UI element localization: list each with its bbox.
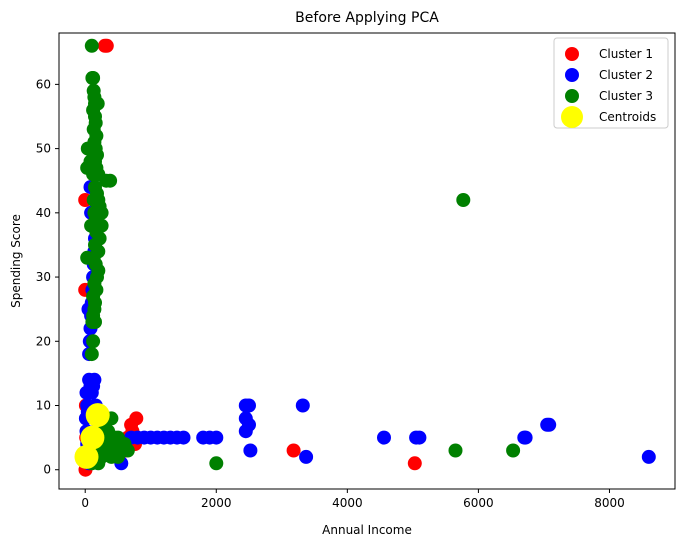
point-cluster-3-73 [506,443,521,458]
legend-label-centroids: Centroids [599,110,656,124]
point-cluster-2-65 [518,430,533,445]
point-cluster-3-2 [86,71,101,85]
point-centroids-0 [85,403,110,428]
x-tick-label: 0 [81,496,89,510]
point-cluster-1-13 [286,443,301,458]
point-centroids-1 [80,425,105,450]
point-cluster-2-60 [299,449,314,464]
legend-marker-cluster-1 [565,47,579,61]
legend-label-cluster-2: Cluster 2 [599,68,653,82]
point-cluster-2-52 [209,430,224,445]
y-tick-label: 40 [36,206,51,220]
point-cluster-2-67 [542,417,557,432]
point-centroids-2 [74,444,99,469]
point-cluster-2-59 [295,398,310,413]
point-cluster-3-23 [103,173,118,188]
point-cluster-2-63 [412,430,427,445]
point-cluster-3-54 [456,193,471,207]
x-axis: 0 2000 4000 6000 8000 [81,489,625,510]
point-cluster-2-49 [176,430,191,445]
x-tick-label: 4000 [332,496,363,510]
point-cluster-2-57 [238,424,253,439]
point-cluster-3-51 [85,315,100,329]
point-cluster-3-76 [107,443,122,458]
y-axis-label: Spending Score [9,214,23,308]
point-cluster-1-8 [129,411,144,426]
y-axis: 0 10 20 30 40 50 60 [36,77,59,477]
point-cluster-3-0 [84,38,99,53]
point-cluster-3-71 [209,456,224,471]
point-cluster-1-1 [97,38,112,53]
y-tick-label: 60 [36,77,51,91]
x-tick-label: 6000 [463,496,494,510]
point-cluster-3-72 [448,443,463,458]
legend-marker-centroids [561,106,583,128]
point-cluster-2-23 [79,385,94,400]
point-cluster-1-14 [407,456,422,471]
point-cluster-3-53 [84,347,99,362]
x-tick-label: 8000 [594,496,625,510]
point-cluster-2-61 [377,430,391,445]
legend-box [553,37,669,129]
points-layer [74,38,656,477]
x-tick-label: 2000 [201,496,232,510]
x-axis-label: Annual Income [322,523,412,537]
point-cluster-3-74 [94,449,109,464]
legend-marker-cluster-3 [565,89,579,103]
legend-marker-cluster-2 [565,68,579,82]
legend: Cluster 1 Cluster 2 Cluster 3 Centroids [553,37,669,129]
y-tick-label: 20 [36,334,51,348]
y-tick-label: 10 [36,399,51,413]
legend-label-cluster-1: Cluster 1 [599,47,653,61]
point-cluster-2-18 [87,372,102,387]
point-cluster-2-54 [242,398,256,413]
point-cluster-2-68 [641,449,656,464]
y-tick-label: 50 [36,142,51,156]
legend-label-cluster-3: Cluster 3 [599,89,653,103]
y-tick-label: 0 [43,463,51,477]
chart-title: Before Applying PCA [295,10,439,26]
point-cluster-3-52 [86,334,101,349]
point-cluster-2-58 [243,443,258,458]
y-tick-label: 30 [36,270,51,284]
plot-frame [58,32,676,490]
